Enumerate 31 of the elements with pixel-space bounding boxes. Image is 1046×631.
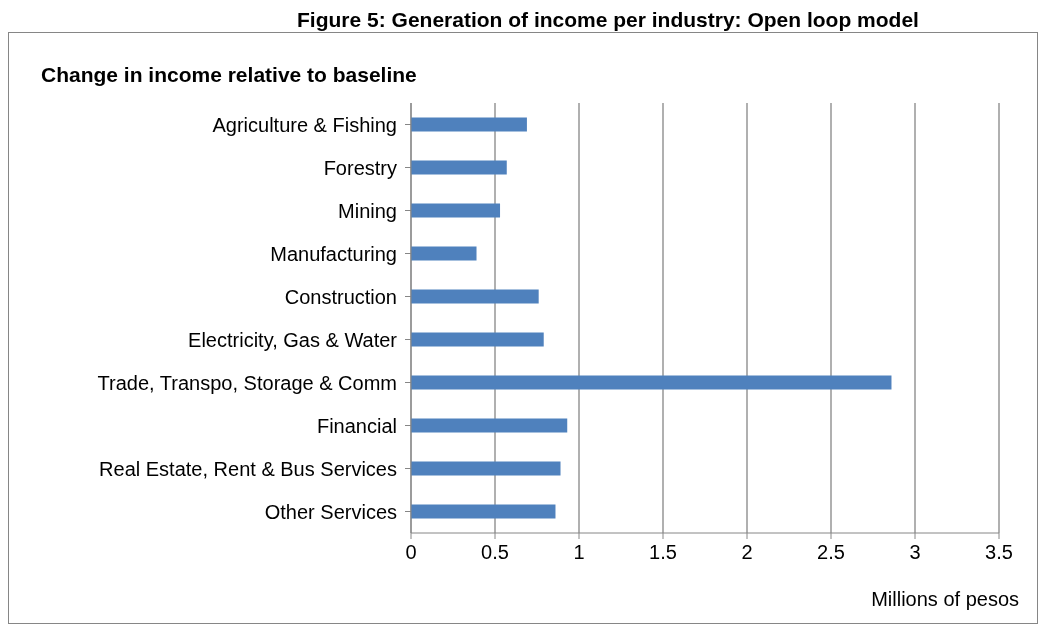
x-tick-label: 3.5: [985, 541, 1013, 564]
y-tick-label: Construction: [284, 285, 397, 308]
x-axis-title: Millions of pesos: [871, 588, 1019, 611]
chart-title: Figure 5: Generation of income per industry: Open loop model: [296, 8, 920, 32]
y-tick-label: Financial: [316, 414, 397, 437]
x-tick-label: 1: [573, 541, 585, 564]
bar: [411, 117, 527, 132]
bar: [411, 461, 561, 476]
y-tick-label: Mining: [338, 199, 397, 222]
y-tick-label: Forestry: [323, 156, 397, 179]
y-tick-label: Manufacturing: [270, 242, 397, 265]
x-tick-label: 3: [909, 541, 921, 564]
x-tick-label: 2: [741, 541, 753, 564]
y-tick-label: Real Estate, Rent & Bus Services: [99, 457, 397, 480]
bar: [411, 203, 501, 218]
x-tick-label: 2.5: [817, 541, 845, 564]
y-tick-label: Electricity, Gas & Water: [188, 328, 398, 351]
bar: [411, 160, 507, 175]
bar: [411, 375, 892, 390]
x-tick-label: 1.5: [649, 541, 677, 564]
x-tick-label: 0: [405, 541, 417, 564]
bar: [411, 418, 568, 433]
text: Change in income relative to baseline: [41, 63, 418, 88]
y-tick-label: Agriculture & Fishing: [212, 113, 397, 136]
bar: [411, 246, 477, 261]
bar: [411, 289, 539, 304]
bar: [411, 332, 544, 347]
bar: [411, 504, 556, 519]
x-tick-label: 0.5: [481, 541, 509, 564]
y-tick-label: Other Services: [264, 500, 397, 523]
y-tick-label: Trade, Transpo, Storage & Comm: [97, 371, 397, 394]
